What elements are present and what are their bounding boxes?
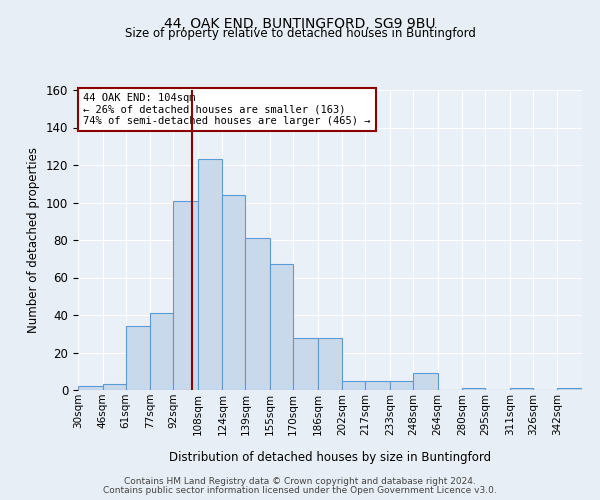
Bar <box>173 200 198 390</box>
Text: 44, OAK END, BUNTINGFORD, SG9 9BU: 44, OAK END, BUNTINGFORD, SG9 9BU <box>164 18 436 32</box>
Bar <box>390 380 413 390</box>
Bar <box>293 338 318 390</box>
Bar <box>245 238 270 390</box>
Text: Contains public sector information licensed under the Open Government Licence v3: Contains public sector information licen… <box>103 486 497 495</box>
Bar <box>198 160 223 390</box>
Text: Contains HM Land Registry data © Crown copyright and database right 2024.: Contains HM Land Registry data © Crown c… <box>124 477 476 486</box>
Bar <box>125 326 150 390</box>
Bar <box>510 388 533 390</box>
Bar <box>103 384 125 390</box>
Text: 44 OAK END: 104sqm
← 26% of detached houses are smaller (163)
74% of semi-detach: 44 OAK END: 104sqm ← 26% of detached hou… <box>83 93 371 126</box>
Bar <box>223 195 245 390</box>
Bar <box>342 380 365 390</box>
Bar <box>150 313 173 390</box>
Bar <box>557 388 582 390</box>
Text: Distribution of detached houses by size in Buntingford: Distribution of detached houses by size … <box>169 451 491 464</box>
Bar <box>413 373 437 390</box>
Bar <box>78 386 103 390</box>
Bar <box>365 380 390 390</box>
Y-axis label: Number of detached properties: Number of detached properties <box>28 147 40 333</box>
Bar <box>318 338 342 390</box>
Text: Size of property relative to detached houses in Buntingford: Size of property relative to detached ho… <box>125 28 475 40</box>
Bar <box>462 388 485 390</box>
Bar <box>270 264 293 390</box>
